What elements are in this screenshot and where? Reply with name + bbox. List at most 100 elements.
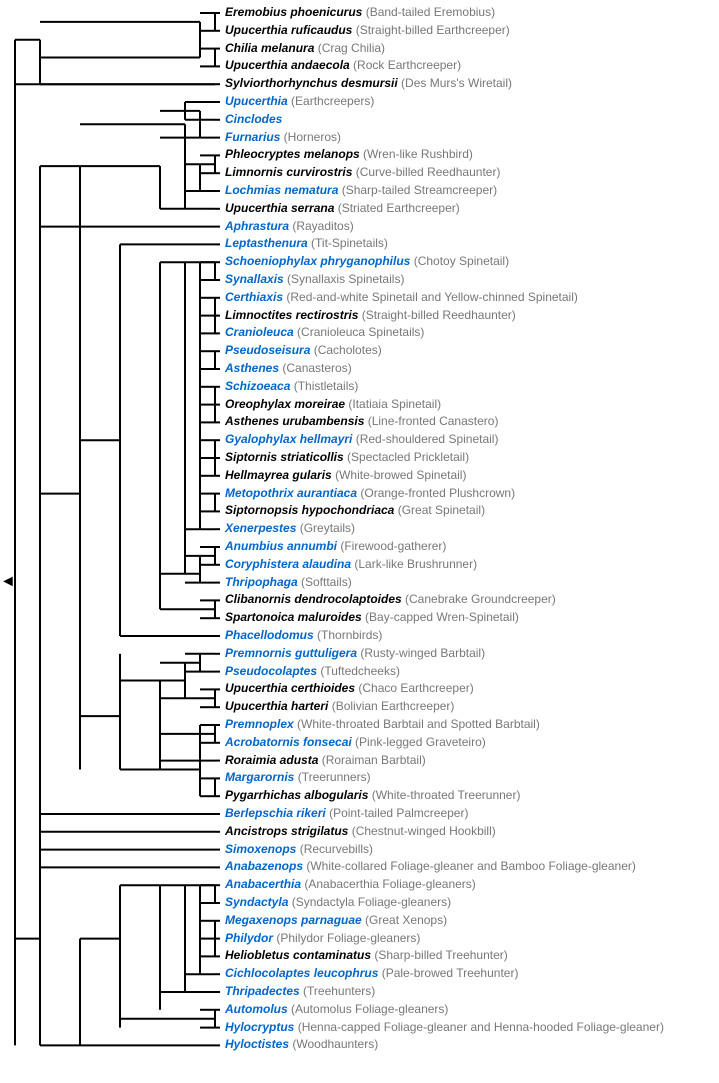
taxon-link[interactable]: Premnornis guttuligera <box>225 646 357 660</box>
common-name: (Chotoy Spinetail) <box>410 254 509 268</box>
leaf: Premnornis guttuligera (Rusty-winged Bar… <box>225 647 485 659</box>
leaf: Upucerthia serrana (Striated Earthcreepe… <box>225 202 460 214</box>
leaf: Xenerpestes (Greytails) <box>225 522 355 534</box>
taxon-link[interactable]: Thripophaga <box>225 575 298 589</box>
taxon-link[interactable]: Upucerthia <box>225 94 288 108</box>
leaf: Berlepschia rikeri (Point-tailed Palmcre… <box>225 807 468 819</box>
leaf: Anabacerthia (Anabacerthia Foliage-glean… <box>225 878 476 890</box>
taxon-link[interactable]: Cranioleuca <box>225 325 294 339</box>
taxon-link[interactable]: Anabacerthia <box>225 877 301 891</box>
taxon-link[interactable]: Berlepschia rikeri <box>225 806 326 820</box>
taxon-link[interactable]: Asthenes <box>225 361 279 375</box>
taxon-link[interactable]: Megaxenops parnaguae <box>225 913 362 927</box>
taxon-link[interactable]: Thripadectes <box>225 984 300 998</box>
taxon-link[interactable]: Metopothrix aurantiaca <box>225 486 357 500</box>
leaf: Cinclodes <box>225 113 282 125</box>
taxon-link[interactable]: Phacellodomus <box>225 628 314 642</box>
common-name: (Spectacled Prickletail) <box>344 450 469 464</box>
common-name: (Roraiman Barbtail) <box>318 753 425 767</box>
leaf: Limnornis curvirostris (Curve-billed Ree… <box>225 166 500 178</box>
taxon-name: Upucerthia andaecola <box>225 58 350 72</box>
leaf: Lochmias nematura (Sharp-tailed Streamcr… <box>225 184 497 196</box>
common-name: (Firewood-gatherer) <box>337 539 446 553</box>
common-name: (Canasteros) <box>279 361 352 375</box>
taxon-link[interactable]: Schizoeaca <box>225 379 290 393</box>
leaf: Phleocryptes melanops (Wren-like Rushbir… <box>225 148 473 160</box>
common-name: (Great Spinetail) <box>394 503 485 517</box>
taxon-link[interactable]: Acrobatornis fonsecai <box>225 735 352 749</box>
common-name: (Bay-capped Wren-Spinetail) <box>362 610 519 624</box>
common-name: (Treehunters) <box>300 984 376 998</box>
leaf: Hellmayrea gularis (White-browed Spineta… <box>225 469 466 481</box>
common-name: (Crag Chilia) <box>314 41 385 55</box>
taxon-link[interactable]: Furnarius <box>225 130 280 144</box>
root-arrow: ◄ <box>0 573 16 591</box>
common-name: (Treerunners) <box>294 770 370 784</box>
leaf: Roraimia adusta (Roraiman Barbtail) <box>225 754 426 766</box>
taxon-name: Clibanornis dendrocolaptoides <box>225 592 402 606</box>
leaf: Phacellodomus (Thornbirds) <box>225 629 382 641</box>
taxon-link[interactable]: Hylocryptus <box>225 1020 294 1034</box>
taxon-link[interactable]: Philydor <box>225 931 273 945</box>
leaf: Pseudocolaptes (Tuftedcheeks) <box>225 665 400 677</box>
leaf: Margarornis (Treerunners) <box>225 771 371 783</box>
taxon-link[interactable]: Aphrastura <box>225 219 289 233</box>
leaf: Schoeniophylax phryganophilus (Chotoy Sp… <box>225 255 509 267</box>
taxon-name: Limnornis curvirostris <box>225 165 352 179</box>
common-name: (Straight-billed Earthcreeper) <box>352 23 509 37</box>
taxon-link[interactable]: Hyloctistes <box>225 1037 289 1051</box>
taxon-link[interactable]: Cichlocolaptes leucophrus <box>225 966 378 980</box>
taxon-link[interactable]: Coryphistera alaudina <box>225 557 351 571</box>
common-name: (Horneros) <box>280 130 341 144</box>
leaf: Megaxenops parnaguae (Great Xenops) <box>225 914 447 926</box>
taxon-link[interactable]: Synallaxis <box>225 272 284 286</box>
taxon-link[interactable]: Cinclodes <box>225 112 282 126</box>
leaf: Thripadectes (Treehunters) <box>225 985 375 997</box>
common-name: (Chaco Earthcreeper) <box>355 681 474 695</box>
common-name: (Cacholotes) <box>310 343 381 357</box>
common-name: (Itatiaia Spinetail) <box>345 397 441 411</box>
taxon-name: Pygarrhichas albogularis <box>225 788 368 802</box>
common-name: (Red-shouldered Spinetail) <box>352 432 498 446</box>
taxon-link[interactable]: Pseudoseisura <box>225 343 310 357</box>
common-name: (Automolus Foliage-gleaners) <box>288 1002 449 1016</box>
common-name: (Earthcreepers) <box>288 94 375 108</box>
leaf: Eremobius phoenicurus (Band-tailed Eremo… <box>225 6 495 18</box>
leaf: Pseudoseisura (Cacholotes) <box>225 344 382 356</box>
taxon-link[interactable]: Leptasthenura <box>225 236 308 250</box>
taxon-link[interactable]: Margarornis <box>225 770 294 784</box>
taxon-link[interactable]: Lochmias nematura <box>225 183 338 197</box>
common-name: (Syndactyla Foliage-gleaners) <box>288 895 451 909</box>
taxon-link[interactable]: Xenerpestes <box>225 521 296 535</box>
taxon-name: Upucerthia certhioides <box>225 681 355 695</box>
taxon-link[interactable]: Anabazenops <box>225 859 303 873</box>
leaf: Automolus (Automolus Foliage-gleaners) <box>225 1003 448 1015</box>
taxon-name: Spartonoica maluroides <box>225 610 362 624</box>
common-name: (Softtails) <box>298 575 352 589</box>
taxon-link[interactable]: Syndactyla <box>225 895 288 909</box>
taxon-link[interactable]: Premnoplex <box>225 717 294 731</box>
taxon-link[interactable]: Simoxenops <box>225 842 296 856</box>
common-name: (Synallaxis Spinetails) <box>284 272 405 286</box>
taxon-link[interactable]: Gyalophylax hellmayri <box>225 432 352 446</box>
phylogenetic-tree: ◄ Eremobius phoenicurus (Band-tailed Ere… <box>0 0 719 1083</box>
common-name: (Sharp-tailed Streamcreeper) <box>338 183 497 197</box>
taxon-link[interactable]: Schoeniophylax phryganophilus <box>225 254 410 268</box>
leaf: Upucerthia ruficaudus (Straight-billed E… <box>225 24 510 36</box>
common-name: (Bolivian Earthcreeper) <box>328 699 454 713</box>
leaf: Acrobatornis fonsecai (Pink-legged Grave… <box>225 736 486 748</box>
leaf: Furnarius (Horneros) <box>225 131 341 143</box>
leaf: Ancistrops strigilatus (Chestnut-winged … <box>225 825 496 837</box>
leaf: Sylviorthorhynchus desmursii (Des Murs's… <box>225 77 512 89</box>
common-name: (Philydor Foliage-gleaners) <box>273 931 420 945</box>
common-name: (Lark-like Brushrunner) <box>351 557 477 571</box>
taxon-link[interactable]: Anumbius annumbi <box>225 539 337 553</box>
taxon-link[interactable]: Automolus <box>225 1002 288 1016</box>
taxon-link[interactable]: Pseudocolaptes <box>225 664 317 678</box>
common-name: (Henna-capped Foliage-gleaner and Henna-… <box>294 1020 664 1034</box>
taxon-link[interactable]: Certhiaxis <box>225 290 283 304</box>
taxon-name: Siptornopsis hypochondriaca <box>225 503 394 517</box>
common-name: (White-throated Treerunner) <box>368 788 520 802</box>
leaf: Chilia melanura (Crag Chilia) <box>225 42 385 54</box>
common-name: (Great Xenops) <box>362 913 447 927</box>
